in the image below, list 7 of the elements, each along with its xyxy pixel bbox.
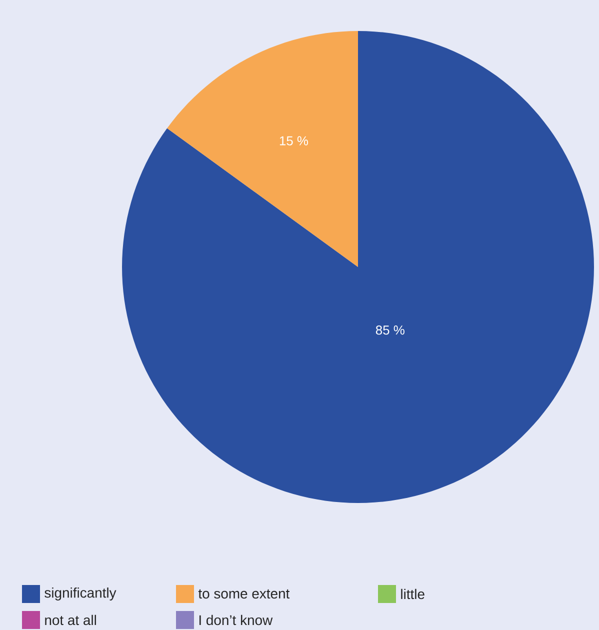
legend-label: I don’t know (199, 614, 273, 626)
legend-label: not at all (45, 614, 96, 626)
legend-label: little (401, 588, 424, 600)
legend-label: to some extent (198, 589, 290, 599)
legend-label: significantly (44, 587, 116, 600)
data-label: 15 % (280, 136, 308, 146)
data-label: 85 % (376, 325, 404, 335)
